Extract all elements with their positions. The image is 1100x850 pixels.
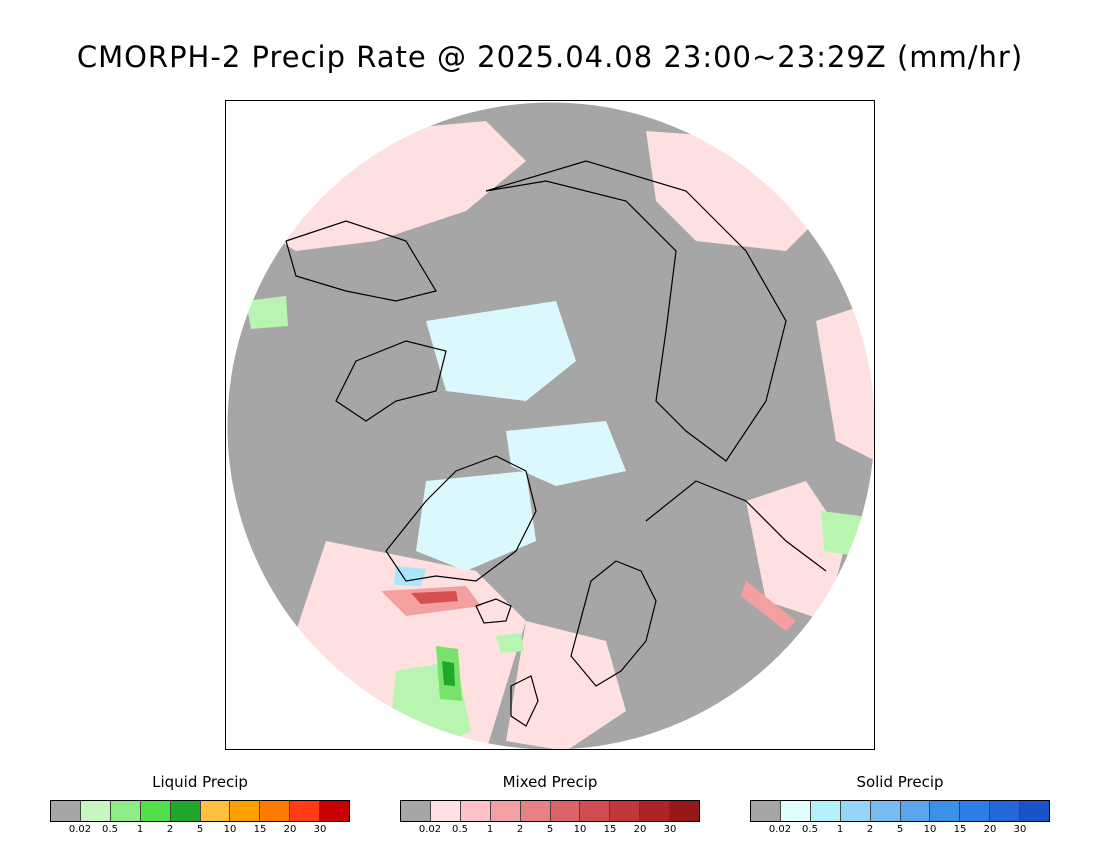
legend-swatch	[490, 801, 521, 821]
tick-label: 5	[546, 824, 554, 835]
coastline-british-isles	[510, 675, 539, 727]
legend-swatch	[290, 801, 321, 821]
legend-swatch	[320, 801, 350, 821]
coastline-alaska	[285, 220, 437, 302]
map-disk-edge	[226, 101, 874, 749]
coastline-iceland	[475, 598, 512, 624]
legend-swatch	[520, 801, 551, 821]
legend-swatch	[640, 801, 671, 821]
tick-label: 5	[896, 824, 904, 835]
mixed-precip-region	[411, 591, 458, 604]
legend-swatch	[751, 801, 781, 821]
coastline-scandinavia	[570, 560, 657, 687]
tick-label: 30	[663, 824, 677, 835]
coastline-russia-north	[645, 480, 827, 572]
legend-swatch	[460, 801, 491, 821]
legend-swatch	[670, 801, 700, 821]
tick-labels: 0.02 0.5 1 2 5 10 15 20 30	[400, 824, 700, 838]
legend-mixed-precip: Mixed Precip 0.02 0.5 1 2 5 10 15 20 30	[400, 772, 700, 838]
legend-swatch	[960, 801, 991, 821]
tick-label: 15	[953, 824, 967, 835]
legend-title: Mixed Precip	[502, 773, 598, 791]
color-bar	[400, 800, 700, 822]
tick-label: 0.5	[102, 824, 118, 835]
mixed-precip-region	[746, 481, 846, 621]
legend-swatch	[51, 801, 81, 821]
legend-swatch	[80, 801, 111, 821]
legend-liquid-precip: Liquid Precip 0.02 0.5 1 2 5 10 15 20 30	[50, 772, 350, 838]
tick-label: 10	[573, 824, 587, 835]
tick-label: 1	[486, 824, 494, 835]
legend-swatch	[230, 801, 261, 821]
tick-label: 2	[166, 824, 174, 835]
tick-label: 0.02	[768, 824, 792, 835]
tick-label: 15	[253, 824, 267, 835]
tick-label: 2	[516, 824, 524, 835]
solid-precip-region	[426, 301, 576, 401]
color-bar	[50, 800, 350, 822]
legend-swatch	[170, 801, 201, 821]
tick-label: 0.5	[802, 824, 818, 835]
tick-label: 20	[283, 824, 297, 835]
tick-label: 5	[196, 824, 204, 835]
tick-label: 0.5	[452, 824, 468, 835]
liquid-precip-region	[496, 633, 524, 653]
tick-label: 20	[983, 824, 997, 835]
legend-swatch	[200, 801, 231, 821]
legend-swatch	[110, 801, 141, 821]
legend-swatch	[810, 801, 841, 821]
tick-label: 10	[223, 824, 237, 835]
tick-label: 20	[633, 824, 647, 835]
legend-swatch	[1020, 801, 1050, 821]
legend-swatch	[260, 801, 291, 821]
legend-swatch	[550, 801, 581, 821]
liquid-precip-region	[821, 511, 861, 556]
mixed-precip-region	[741, 581, 796, 631]
solid-precip-region	[506, 421, 626, 486]
legend-swatch	[900, 801, 931, 821]
coastline-greenland	[385, 455, 537, 582]
tick-label: 30	[313, 824, 327, 835]
legend-title: Liquid Precip	[152, 773, 248, 791]
legend-solid-precip: Solid Precip 0.02 0.5 1 2 5 10 15 20 30	[750, 772, 1050, 838]
tick-label: 2	[866, 824, 874, 835]
tick-labels: 0.02 0.5 1 2 5 10 15 20 30	[750, 824, 1050, 838]
legend-swatch	[580, 801, 611, 821]
tick-label: 0.02	[68, 824, 92, 835]
liquid-precip-region	[246, 296, 288, 329]
mixed-precip-region	[816, 301, 874, 461]
legend-swatch	[401, 801, 431, 821]
polar-map	[225, 100, 875, 750]
solid-precip-region	[394, 566, 426, 586]
polar-map-svg	[226, 101, 874, 749]
legend-swatch	[930, 801, 961, 821]
tick-label: 1	[836, 824, 844, 835]
legend-swatch	[610, 801, 641, 821]
color-bar	[750, 800, 1050, 822]
legend-swatch	[140, 801, 171, 821]
tick-label: 15	[603, 824, 617, 835]
solid-precip-region	[416, 471, 536, 571]
precip-field	[227, 102, 874, 749]
liquid-precip-region	[442, 661, 455, 686]
tick-labels: 0.02 0.5 1 2 5 10 15 20 30	[50, 824, 350, 838]
map-title: CMORPH-2 Precip Rate @ 2025.04.08 23:00~…	[76, 40, 1024, 74]
tick-label: 10	[923, 824, 937, 835]
coastline-canada-archipelago	[335, 340, 447, 422]
legend-swatch	[870, 801, 901, 821]
mixed-precip-region	[506, 621, 626, 749]
tick-label: 1	[136, 824, 144, 835]
legend-title: Solid Precip	[856, 773, 944, 791]
tick-label: 30	[1013, 824, 1027, 835]
coastline-siberia	[485, 160, 787, 462]
legend-swatch	[990, 801, 1021, 821]
coastlines	[285, 160, 827, 727]
tick-label: 0.02	[418, 824, 442, 835]
legend-swatch	[840, 801, 871, 821]
legend-swatch	[780, 801, 811, 821]
legend-swatch	[430, 801, 461, 821]
